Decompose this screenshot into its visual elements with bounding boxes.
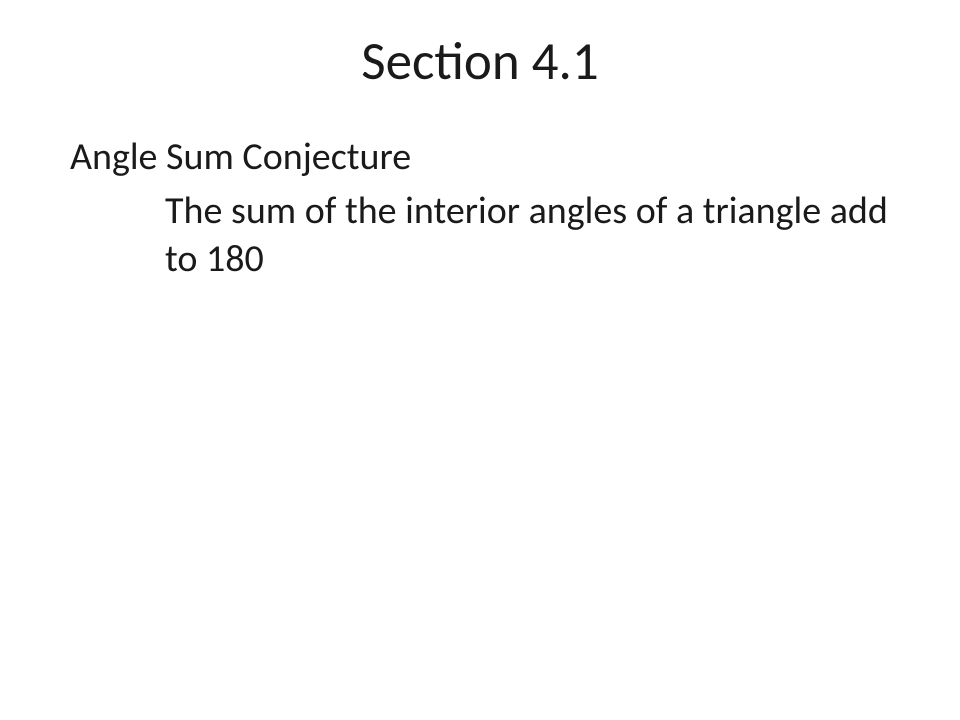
slide-subtitle: Angle Sum Conjecture xyxy=(70,134,900,180)
slide-container: Section 4.1 Angle Sum Conjecture The sum… xyxy=(0,0,960,720)
slide-body-text: The sum of the interior angles of a tria… xyxy=(165,188,900,283)
slide-title: Section 4.1 xyxy=(60,30,900,94)
